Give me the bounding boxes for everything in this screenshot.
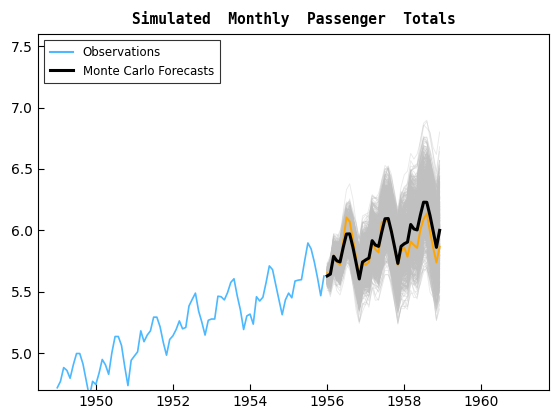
Legend: Observations, Monte Carlo Forecasts: Observations, Monte Carlo Forecasts: [44, 40, 220, 84]
Title: Simulated  Monthly  Passenger  Totals: Simulated Monthly Passenger Totals: [132, 11, 455, 27]
